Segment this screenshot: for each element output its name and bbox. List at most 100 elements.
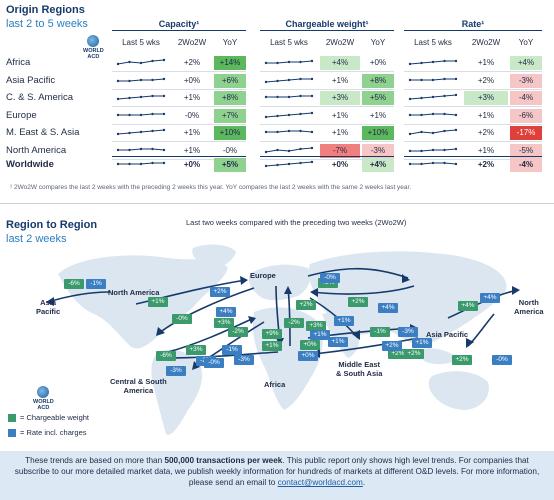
cap-col-last5: Last 5 wks [122, 38, 160, 47]
label-asia-pacific-left-2: Pacific [36, 307, 61, 316]
sparkline [264, 77, 314, 83]
legend-rate-label: = Rate incl. charges [20, 428, 87, 437]
row-divider [260, 156, 394, 157]
chargeable-weight-tag: -1% [370, 327, 390, 337]
cap-yoy-cell: +10% [214, 126, 246, 141]
label-europe: Europe [250, 271, 276, 280]
chargeable-weight-tag: +2% [348, 297, 368, 307]
label-asia-pacific-right: Asia Pacific [426, 330, 469, 339]
label-central-south-america: Central & South America [110, 377, 167, 395]
green-square-icon [8, 413, 16, 422]
info-text-3: . [362, 478, 366, 487]
sparkline [116, 58, 166, 66]
cap-2wo2w-cell: +1% [183, 146, 201, 155]
row-divider [260, 88, 394, 90]
row-divider [404, 159, 542, 160]
cw-2wo2w-cell: +3% [320, 91, 360, 106]
rate-yoy-cell: -17% [510, 126, 542, 141]
rate-tag: +4% [378, 303, 398, 313]
row-divider [404, 141, 542, 143]
region-title: Region to Region [6, 219, 98, 231]
rate-tag: +4% [216, 307, 236, 317]
cw-yoy-cell: -3% [362, 144, 394, 158]
cap-yoy-cell: +7% [214, 108, 246, 123]
rate-tag: +1% [412, 338, 432, 348]
row-divider [260, 123, 394, 125]
logo-map-line-1: WORLD [33, 399, 54, 405]
label-me-2: & South Asia [336, 369, 383, 378]
cap-2wo2w-cell: +1% [183, 128, 201, 138]
chargeable-weight-tag: -6% [64, 279, 84, 289]
label-na-right-2: America [514, 307, 544, 316]
sparkline [116, 161, 166, 166]
rate-tag: +2% [382, 341, 402, 351]
sparkline [408, 147, 458, 153]
chargeable-weight-tag: +1% [148, 297, 168, 307]
sparkline [116, 112, 166, 116]
row-label: North America [6, 145, 67, 156]
logo-line-2: ACD [87, 54, 100, 60]
cw-col-yoy: YoY [370, 38, 386, 47]
capacity-header: Capacity¹ [112, 19, 246, 31]
label-asia-pacific-left-1: Asia [40, 298, 57, 307]
legend-cw-label: = Chargeable weight [20, 413, 90, 422]
row-divider [260, 159, 394, 160]
rate-tag: -3% [166, 366, 186, 376]
row-divider [112, 88, 246, 90]
rate-yoy-cell: +4% [510, 56, 542, 70]
rate-2wo2w-cell: +2% [477, 128, 495, 138]
cw-2wo2w-cell: +1% [331, 128, 349, 138]
chargeable-weight-tag: +2% [452, 355, 472, 365]
cw-yoy-cell: +10% [362, 126, 394, 141]
chargeable-weight-tag: -2% [228, 327, 248, 337]
rate-tag: -1% [222, 345, 242, 355]
globe-icon [87, 35, 100, 47]
cap-2wo2w-cell: +0% [183, 75, 201, 85]
sparkline [116, 94, 166, 101]
origin-title: Origin Regions [6, 4, 85, 16]
sparkline [116, 129, 166, 136]
sparkline [264, 111, 314, 118]
cw-yoy-cell: +1% [369, 110, 387, 120]
rate-yoy-cell: -6% [510, 108, 542, 123]
row-divider [112, 123, 246, 125]
row-divider [404, 88, 542, 90]
chargeable-weight-tag: +1% [262, 341, 282, 351]
rate-2wo2w-cell: +1% [477, 58, 495, 67]
world-map [46, 244, 520, 435]
cap-col-2wo2w: 2Wo2W [177, 38, 207, 47]
label-africa: Africa [264, 380, 286, 389]
row-divider [260, 71, 394, 72]
cap-2wo2w-cell: -0% [184, 110, 200, 120]
legend-rate: = Rate incl. charges [8, 428, 87, 437]
rate-tag: +2% [210, 287, 230, 297]
label-north-america-right: North America [514, 298, 544, 316]
info-text-1: These trends are based on more than [25, 456, 165, 465]
cw-col-2wo2w: 2Wo2W [325, 38, 355, 47]
cap-yoy-cell: +8% [214, 91, 246, 106]
sparkline [408, 112, 458, 116]
rate-tag: +4% [480, 293, 500, 303]
contact-email-link[interactable]: contact@worldacd.com [277, 478, 363, 487]
row-divider [112, 141, 246, 143]
rate-col-yoy: YoY [518, 38, 534, 47]
worldacd-logo: WORLD ACD [83, 35, 104, 60]
cap-yoy-cell: -0% [222, 146, 238, 155]
row-label: Asia Pacific [6, 74, 56, 86]
row-divider [260, 106, 394, 108]
row-label: Europe [6, 109, 37, 121]
label-middle-east: Middle East & South Asia [336, 360, 382, 378]
chargeable-weight-tag: -6% [156, 351, 176, 361]
row-divider [404, 71, 542, 72]
sparkline [264, 94, 314, 99]
chargeable-weight-tag: +2% [388, 349, 408, 359]
cw-2wo2w-cell: +0% [331, 160, 349, 169]
cap-col-yoy: YoY [222, 38, 238, 47]
sparkline [408, 161, 458, 166]
chargeable-weight-tag: +9% [262, 329, 282, 339]
region-subtitle: last 2 weeks [6, 233, 67, 245]
rate-yoy-cell: -4% [510, 158, 542, 172]
row-label: M. East & S. Asia [6, 127, 80, 139]
legend-chargeable-weight: = Chargeable weight [8, 413, 89, 422]
